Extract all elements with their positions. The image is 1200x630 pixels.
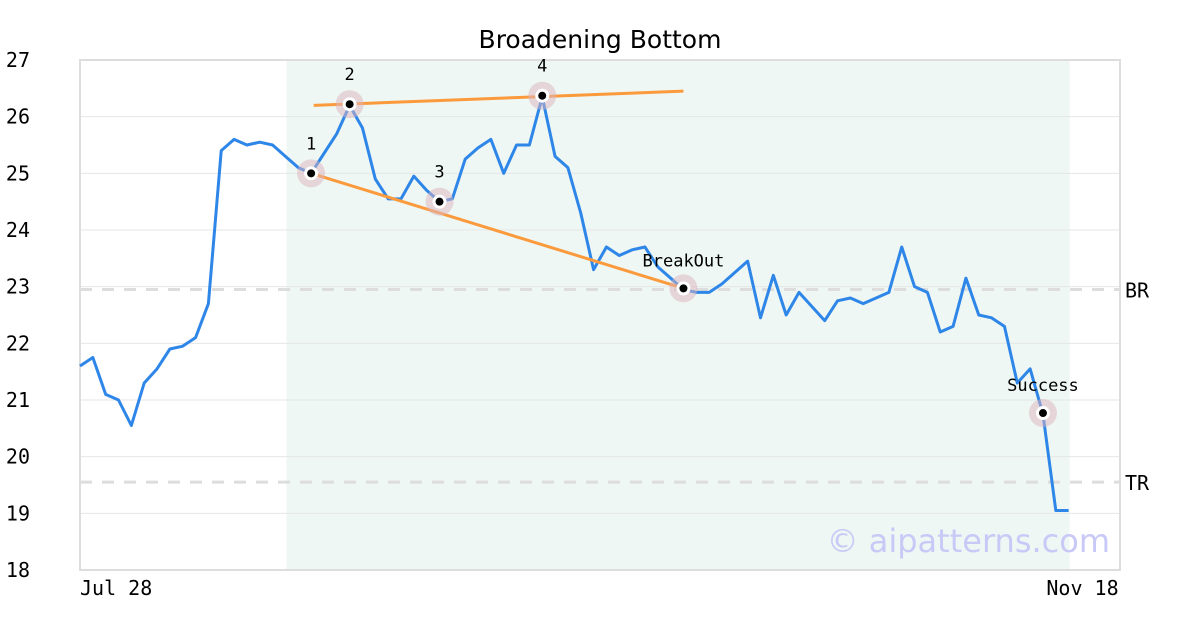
pivot-label: Success [1007,376,1079,396]
pivot-label: 1 [306,134,316,154]
pivot-label: 2 [345,65,355,85]
y-tick-label: 18 [6,558,30,582]
x-tick-label: Jul 28 [80,576,152,600]
plot-frame [79,59,1121,571]
watermark: © aipatterns.com [827,522,1110,560]
x-tick-label: Nov 18 [1046,576,1118,600]
trendline-lower [310,171,684,290]
pivot-point [538,91,547,100]
y-tick-label: 19 [6,501,30,525]
pivot-point [1038,409,1047,418]
level-label-tr: TR [1125,471,1150,495]
pivot-point [307,169,316,178]
pivot-point [435,197,444,206]
pivot-label: 4 [537,57,547,77]
pattern-region [286,60,1070,570]
y-tick-label: 20 [6,445,30,469]
y-tick-label: 25 [6,161,30,185]
chart-title: Broadening Bottom [479,25,722,54]
level-label-br: BR [1125,279,1150,303]
y-tick-label: 27 [6,48,30,72]
y-tick-label: 22 [6,331,30,355]
y-tick-label: 24 [6,218,30,242]
y-tick-label: 21 [6,388,30,412]
pivot-point [345,100,354,109]
pivot-point [679,284,688,293]
trendline-upper [313,89,684,107]
pivot-label: BreakOut [643,251,725,271]
y-tick-label: 23 [6,275,30,299]
y-tick-label: 26 [6,105,30,129]
price-line [79,95,1069,512]
pivot-label: 3 [434,163,444,183]
